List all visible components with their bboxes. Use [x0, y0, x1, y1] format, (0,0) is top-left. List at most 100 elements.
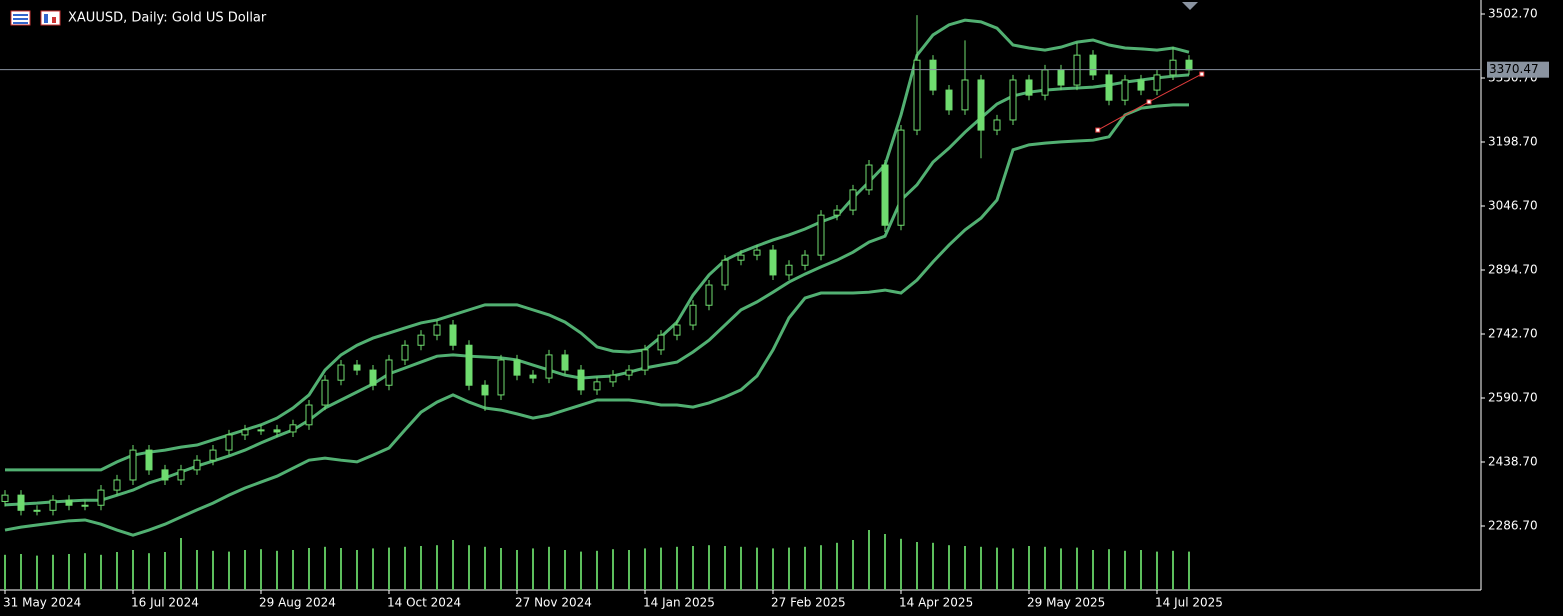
- candle-body: [897, 129, 905, 226]
- volume-bar: [1156, 551, 1158, 590]
- candle-body: [129, 449, 137, 481]
- trendline-point: [1095, 127, 1101, 133]
- volume-bar: [388, 547, 390, 590]
- candle-body: [529, 374, 537, 379]
- candle-body: [1041, 69, 1049, 96]
- candle-body: [721, 259, 729, 286]
- volume-bar: [724, 546, 726, 590]
- x-tick-label: 14 Jan 2025: [643, 596, 715, 610]
- volume-bar: [52, 554, 54, 590]
- volume-bar: [452, 540, 454, 590]
- candle-body: [209, 449, 217, 461]
- volume-bar: [180, 538, 182, 590]
- candle-body: [625, 369, 633, 376]
- volume-bar: [1188, 551, 1190, 590]
- candle-body: [977, 79, 985, 131]
- candle-body: [193, 459, 201, 471]
- volume-bar: [532, 548, 534, 590]
- volume-bar: [68, 554, 70, 590]
- candle-body: [881, 164, 889, 226]
- volume-bar: [644, 548, 646, 590]
- candle-body: [769, 249, 777, 276]
- volume-bar: [260, 549, 262, 590]
- candle-body: [401, 344, 409, 361]
- volume-bar: [468, 545, 470, 590]
- volume-bar: [276, 550, 278, 590]
- x-tick-label: 14 Oct 2024: [387, 596, 461, 610]
- volume-bar: [1076, 547, 1078, 590]
- candle-body: [1025, 79, 1033, 96]
- x-tick-label: 16 Jul 2024: [131, 596, 199, 610]
- icon-bar: [52, 17, 56, 23]
- volume-bar: [740, 546, 742, 590]
- icon-bar: [44, 14, 48, 23]
- candle-body: [369, 369, 377, 386]
- price-label: 3370.47: [1489, 62, 1539, 76]
- candle-body: [705, 284, 713, 306]
- volume-bar: [164, 552, 166, 590]
- y-tick-label: 3198.70: [1488, 135, 1538, 149]
- candle-body: [1185, 59, 1193, 71]
- candle-body: [865, 164, 873, 191]
- candle-body: [593, 381, 601, 391]
- x-tick-label: 27 Feb 2025: [771, 596, 846, 610]
- x-tick-label: 29 Aug 2024: [259, 596, 336, 610]
- candle-body: [785, 264, 793, 276]
- volume-bar: [372, 548, 374, 590]
- volume-bar: [820, 545, 822, 590]
- volume-bar: [900, 538, 902, 590]
- volume-bar: [948, 545, 950, 590]
- candle-body: [1, 494, 9, 502]
- shift-marker[interactable]: [1182, 2, 1198, 10]
- candle-body: [145, 449, 153, 471]
- candle-body: [817, 214, 825, 256]
- volume-bar: [964, 546, 966, 590]
- volume-bar: [228, 551, 230, 590]
- volume-bar: [884, 534, 886, 590]
- volume-bar: [1044, 546, 1046, 590]
- x-tick-label: 29 May 2025: [1027, 596, 1105, 610]
- y-tick-label: 2438.70: [1488, 455, 1538, 469]
- candle-body: [1009, 79, 1017, 121]
- y-tick-label: 2286.70: [1488, 519, 1538, 533]
- trendline-point: [1146, 99, 1152, 105]
- candle-body: [385, 359, 393, 386]
- y-tick-label: 3502.70: [1488, 7, 1538, 21]
- icon-chart[interactable]: [40, 10, 61, 26]
- volume-bar: [628, 550, 630, 590]
- volume-bar: [676, 546, 678, 590]
- volume-bar: [692, 546, 694, 590]
- volume-bar: [868, 530, 870, 590]
- candle-body: [225, 434, 233, 451]
- volume-bar: [292, 550, 294, 590]
- candle-body: [113, 479, 121, 491]
- candle-body: [417, 334, 425, 346]
- candle-body: [641, 349, 649, 371]
- candle-body: [913, 59, 921, 131]
- candle-body: [801, 254, 809, 266]
- candle-body: [17, 494, 25, 511]
- volume-bar: [244, 550, 246, 590]
- volume-bar: [324, 546, 326, 590]
- candle-body: [609, 374, 617, 383]
- volume-bar: [1060, 548, 1062, 590]
- chart-title: XAUUSD, Daily: Gold US Dollar: [68, 11, 267, 26]
- y-tick-label: 2894.70: [1488, 263, 1538, 277]
- candle-body: [1153, 74, 1161, 91]
- candle-body: [1089, 54, 1097, 76]
- volume-bar: [420, 546, 422, 590]
- y-tick-label: 3046.70: [1488, 199, 1538, 213]
- volume-bar: [932, 542, 934, 590]
- volume-bar: [84, 553, 86, 590]
- volume-bar: [1172, 550, 1174, 590]
- volume-bar: [980, 546, 982, 590]
- candle-body: [497, 359, 505, 396]
- volume-bar: [1140, 550, 1142, 590]
- bollinger-middle: [4, 73, 1190, 507]
- volume-bar: [836, 542, 838, 590]
- candle-body: [481, 384, 489, 396]
- candle-body: [833, 209, 841, 216]
- volume-bar: [804, 546, 806, 590]
- volume-bar: [852, 540, 854, 590]
